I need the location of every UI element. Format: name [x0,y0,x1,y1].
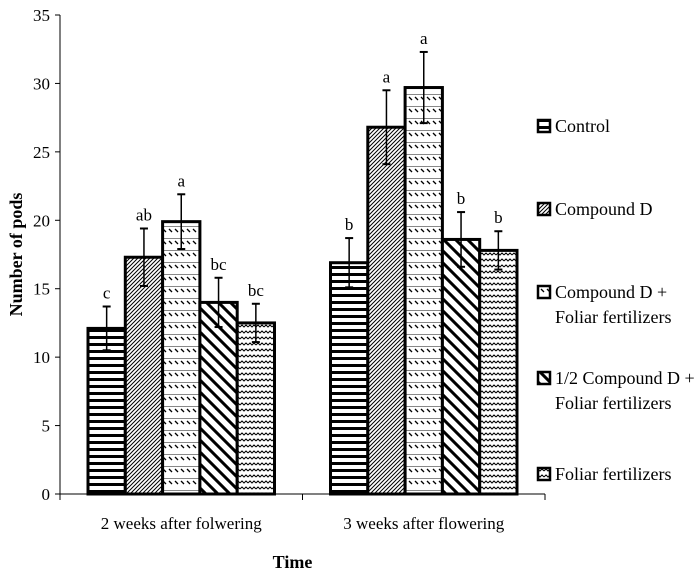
bar [161,220,202,496]
legend-swatch [536,370,552,386]
significance-letter: a [383,67,391,86]
significance-letter: ab [136,205,152,224]
bar [123,255,165,496]
legend-label: Foliar fertilizers [555,307,671,327]
legend-swatch [536,201,552,217]
y-tick-label: 15 [33,280,50,299]
y-tick-label: 5 [42,417,51,436]
significance-letter: b [494,208,503,227]
x-tick-label: 3 weeks after flowering [343,514,504,533]
x-tick-label: 2 weeks after folwering [101,514,262,533]
bar [478,248,519,496]
significance-letter: b [345,215,354,234]
y-tick-label: 0 [42,485,51,504]
bar [403,86,444,496]
bar [440,237,482,496]
legend-label: Control [555,116,610,136]
y-tick-label: 30 [33,74,50,93]
legend-label: Compound D [555,199,653,219]
significance-letter: b [457,189,466,208]
significance-letter: a [420,29,428,48]
significance-letter: c [103,284,111,303]
y-tick-label: 10 [33,348,50,367]
legend-label: 1/2 Compound D + [555,368,695,388]
legend-label: Foliar fertilizers [555,393,671,413]
x-axis-title: Time [273,552,313,572]
y-axis-title: Number of pods [6,193,26,317]
legend-swatch [536,284,552,300]
bar [329,261,370,496]
legend-swatch [536,118,552,134]
bar [366,125,407,496]
legend-swatch [536,466,552,482]
significance-letter: bc [248,281,265,300]
bar [235,321,276,496]
legend-label: Compound D + [555,282,667,302]
significance-letter: bc [211,255,228,274]
bar [86,326,127,496]
bar [198,300,239,496]
legend-label: Foliar fertilizers [555,464,671,484]
y-tick-label: 35 [33,6,50,25]
y-tick-label: 20 [33,211,50,230]
y-tick-label: 25 [33,143,50,162]
significance-letter: a [177,171,185,190]
